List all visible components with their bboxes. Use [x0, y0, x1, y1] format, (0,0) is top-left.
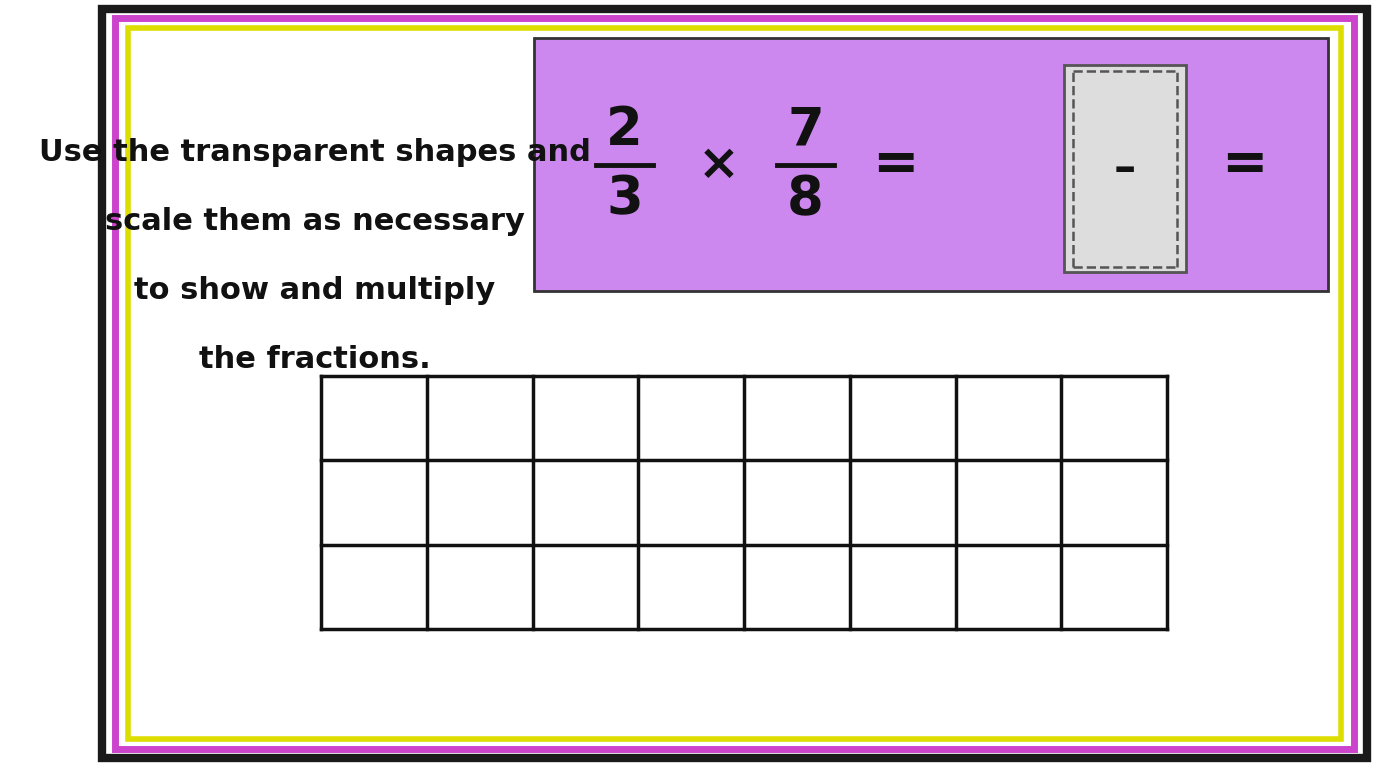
Bar: [1064, 65, 1187, 272]
Bar: [534, 38, 1329, 291]
Text: =: =: [872, 138, 919, 192]
Text: 2: 2: [606, 104, 643, 156]
Text: 3: 3: [606, 173, 643, 225]
Text: 8: 8: [787, 173, 824, 225]
Text: ×: ×: [698, 141, 740, 189]
Text: 7: 7: [787, 104, 824, 156]
Text: scale them as necessary: scale them as necessary: [105, 207, 524, 236]
Text: the fractions.: the fractions.: [199, 345, 431, 374]
Text: Use the transparent shapes and: Use the transparent shapes and: [39, 138, 591, 167]
Text: to show and multiply: to show and multiply: [134, 276, 495, 305]
Text: –: –: [1114, 147, 1136, 190]
Text: =: =: [1221, 138, 1268, 192]
